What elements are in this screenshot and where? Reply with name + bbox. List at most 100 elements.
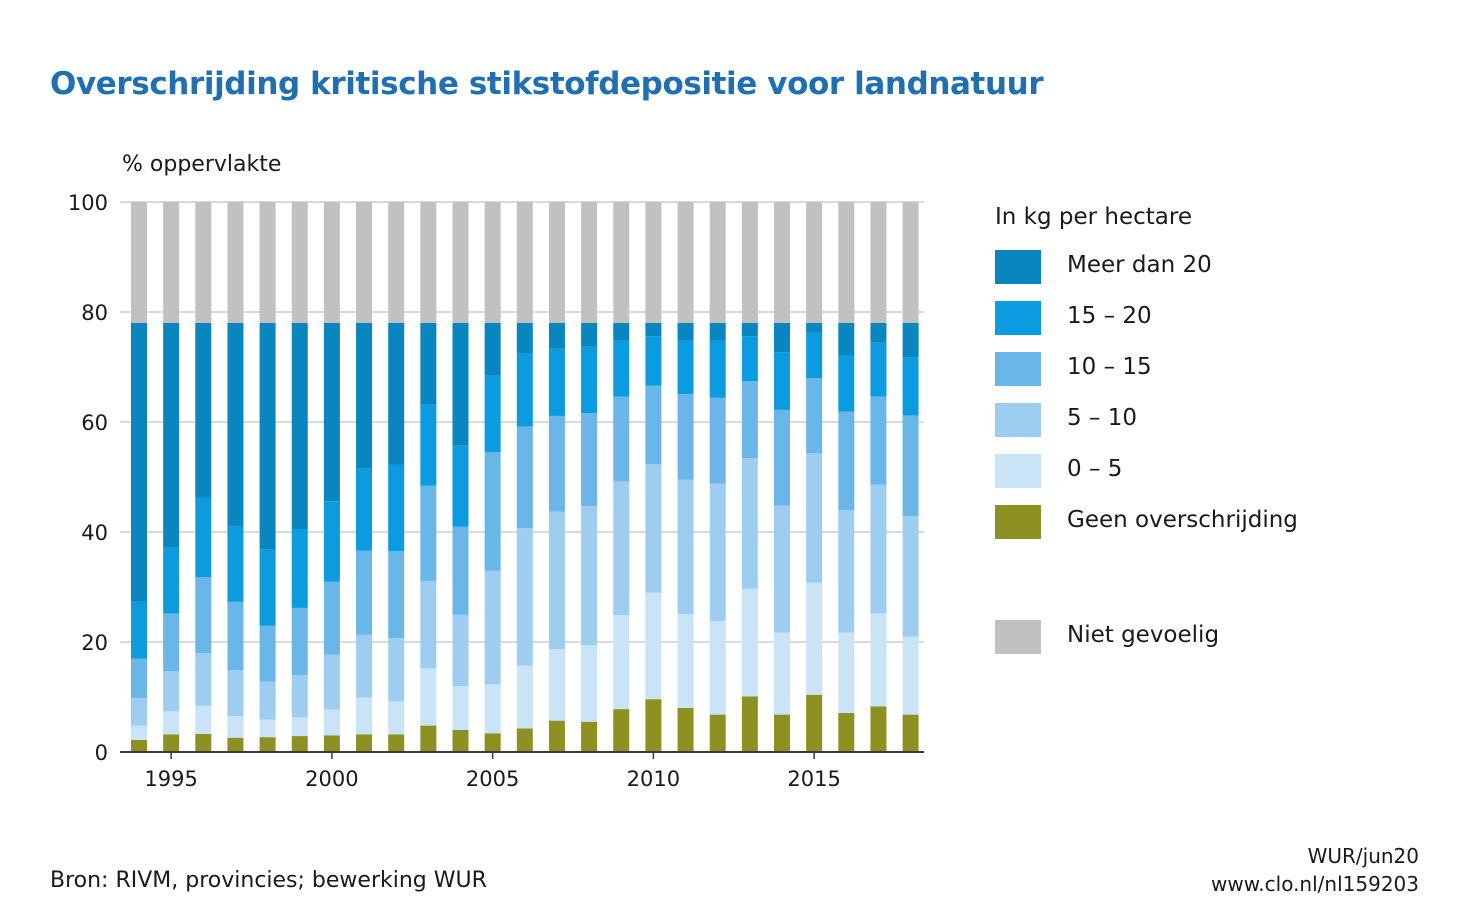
bar-segment	[806, 378, 823, 454]
bar-segment	[323, 323, 340, 502]
bar-segment	[870, 484, 887, 614]
bar-segment	[548, 323, 565, 349]
bar-segment	[677, 393, 694, 480]
x-tick-label: 2015	[787, 767, 840, 791]
legend-swatch	[995, 505, 1041, 539]
bar-segment	[902, 636, 919, 715]
bar-segment	[227, 670, 244, 717]
bar-segment	[581, 323, 598, 347]
bar-segment	[131, 323, 147, 602]
bar-segment	[516, 728, 533, 752]
bar-segment	[420, 725, 437, 752]
bar-segment	[195, 705, 212, 734]
bar-segment	[709, 202, 726, 323]
y-axis-label: % oppervlakte	[122, 152, 282, 177]
bar-segment	[484, 375, 501, 453]
y-tick-label: 0	[95, 741, 108, 765]
bar-segment	[195, 202, 212, 323]
bar-segment	[259, 625, 276, 682]
bar-segment	[484, 570, 501, 685]
bar-segment	[131, 202, 147, 323]
bar-segment	[613, 202, 630, 323]
bar-segment	[356, 468, 373, 551]
bar-segment	[388, 701, 405, 735]
bar-segment	[227, 525, 244, 602]
bar-segment	[516, 665, 533, 729]
bar-segment	[581, 413, 598, 507]
bar-segment	[645, 699, 662, 752]
bar-segment	[388, 323, 405, 465]
bar-segment	[838, 712, 855, 752]
bar-segment	[259, 681, 276, 720]
bar-segment	[259, 737, 276, 752]
bar-segment	[548, 415, 565, 512]
bar-segment	[484, 684, 501, 734]
bar-segment	[838, 632, 855, 713]
bar-segment	[870, 323, 887, 343]
bar-segment	[259, 202, 276, 323]
bar-segment	[516, 353, 533, 427]
bar-segment	[484, 323, 501, 376]
bar-segment	[388, 551, 405, 639]
bar-segment	[838, 323, 855, 356]
bar-segment	[581, 645, 598, 722]
bar-segment	[388, 734, 405, 752]
bar-segment	[838, 411, 855, 510]
legend-items: Meer dan 20 15 – 20 10 – 15 5 – 10 0 – 5 Geen…	[995, 250, 1298, 671]
legend-label: 5 – 10	[1067, 405, 1138, 431]
bar-segment	[131, 725, 147, 740]
credit-url: www.clo.nl/nl159203	[1211, 872, 1419, 896]
bar-segment	[677, 613, 694, 708]
bar-segment	[484, 452, 501, 571]
bar-segment	[774, 323, 790, 353]
bar-segment	[291, 607, 308, 675]
bar-segment	[838, 202, 855, 323]
bar-segment	[548, 202, 565, 323]
bar-segment	[870, 706, 887, 752]
legend-item: Geen overschrijding	[995, 505, 1298, 556]
bar-segment	[259, 323, 276, 550]
bar-segment	[131, 698, 147, 726]
bar-segment	[452, 730, 469, 752]
bar-segment	[677, 323, 694, 341]
legend-swatch	[995, 454, 1041, 488]
bar-segment	[388, 638, 405, 702]
bar-segment	[645, 336, 662, 386]
bar-segment	[163, 202, 180, 323]
bar-segment	[291, 202, 308, 323]
bar-segment	[323, 501, 340, 582]
bar-segment	[677, 202, 694, 323]
bar-segment	[452, 323, 469, 446]
bar-segment	[131, 739, 147, 752]
legend-item: 10 – 15	[995, 352, 1192, 403]
bar-segment	[291, 675, 308, 718]
y-tick-label: 60	[81, 411, 108, 435]
credit-date: WUR/jun20	[1307, 844, 1419, 868]
bar-segment	[420, 404, 437, 486]
bar-segment	[806, 332, 823, 378]
bar-segment	[420, 323, 437, 405]
bar-segment	[902, 323, 919, 358]
bar-segment	[163, 547, 180, 614]
bar-segment	[741, 588, 758, 697]
bar-segment	[581, 346, 598, 414]
legend-swatch	[995, 301, 1041, 335]
legend-item: Meer dan 20	[995, 250, 1212, 301]
bar-segment	[195, 323, 212, 498]
bar-segment	[613, 481, 630, 616]
bar-segment	[838, 510, 855, 633]
legend-label: Niet gevoelig	[1067, 622, 1220, 648]
bar-segment	[548, 720, 565, 752]
bar-segment	[741, 202, 758, 323]
bar-segment	[516, 323, 533, 354]
bar-segment	[806, 323, 823, 333]
bar-segment	[323, 709, 340, 736]
bar-segment	[452, 202, 469, 323]
bar-segment	[227, 601, 244, 671]
bar-segment	[774, 714, 790, 752]
bar-segment	[516, 528, 533, 666]
bar-segment	[902, 202, 919, 323]
legend-label: 10 – 15	[1067, 354, 1152, 380]
bar-segment	[452, 614, 469, 686]
